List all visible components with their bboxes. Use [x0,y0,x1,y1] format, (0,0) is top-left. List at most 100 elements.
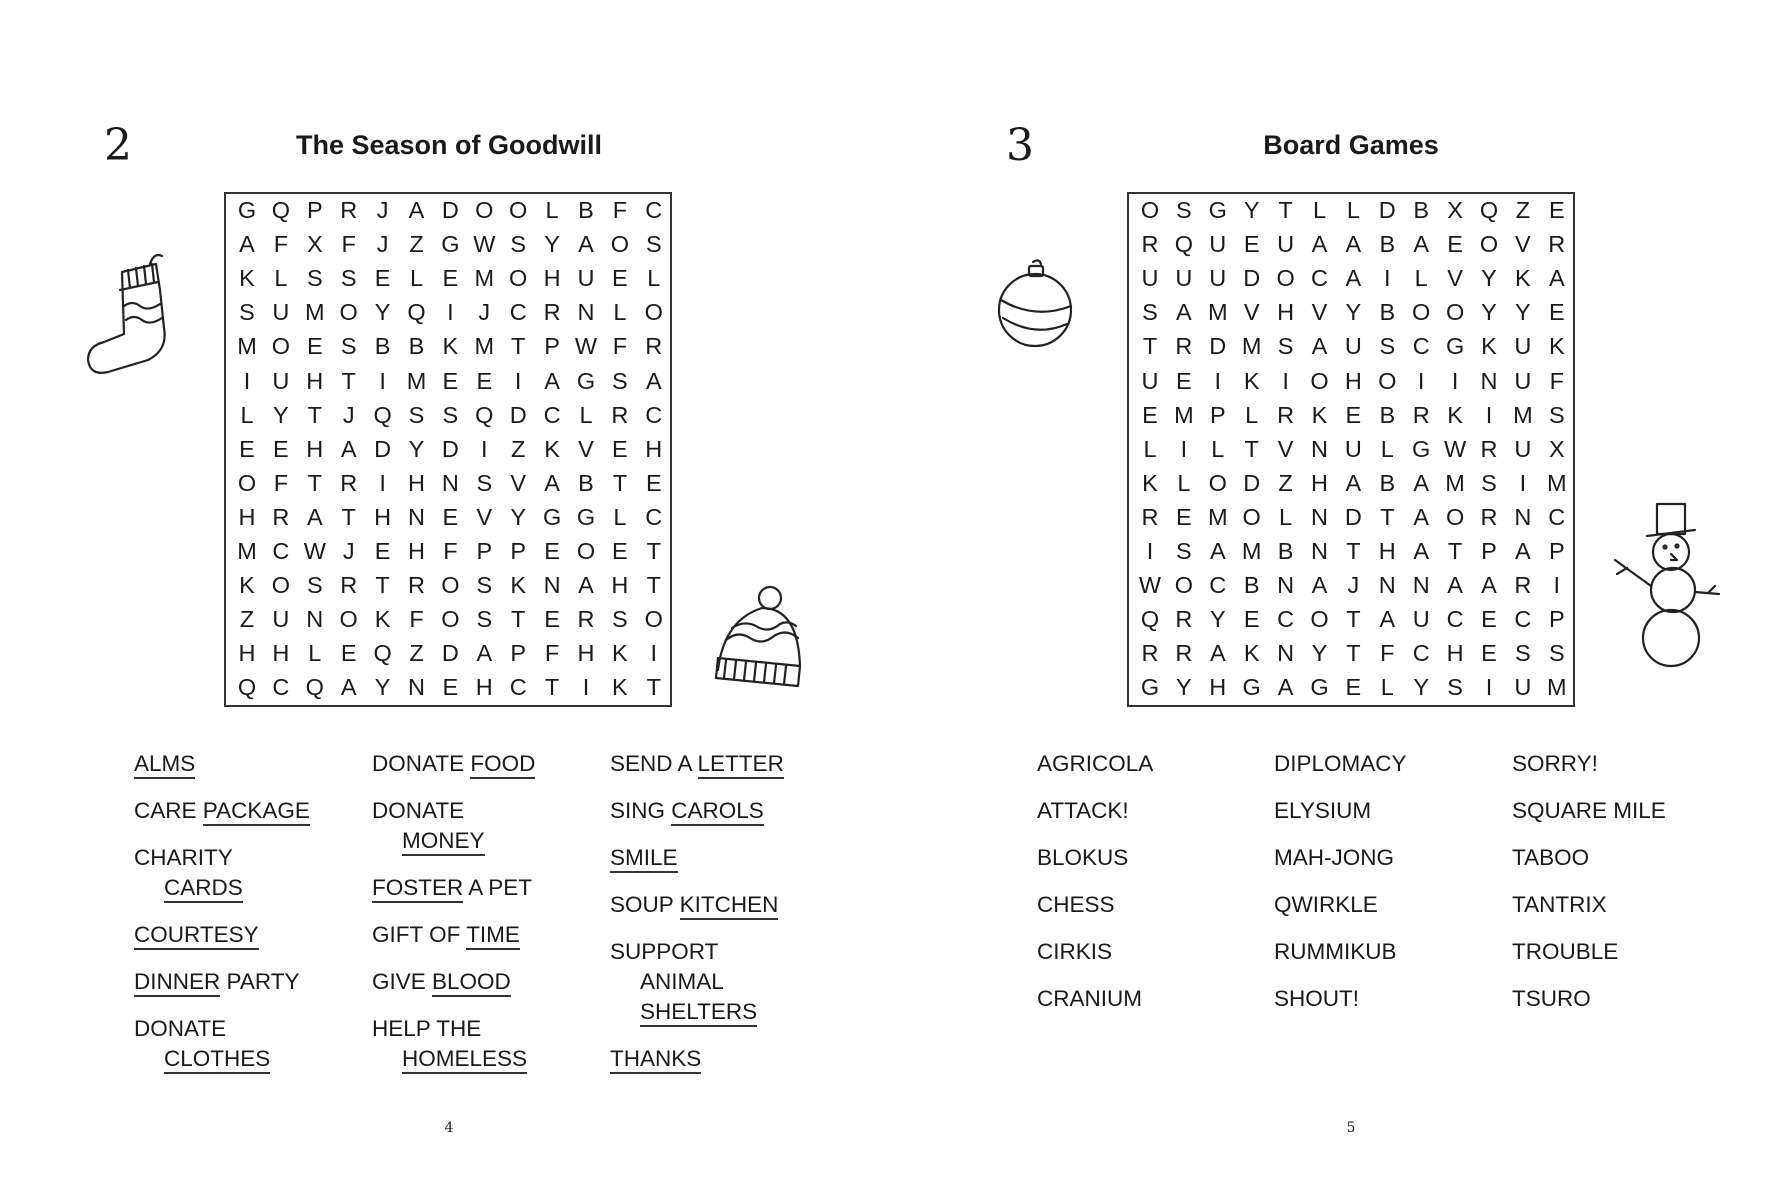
grid-letter: J [478,299,491,326]
grid-letter: Y [1515,299,1531,326]
word-list-item: CHESS [1037,890,1153,920]
grid-letter: A [340,674,357,701]
grid-letter: O [1412,299,1431,326]
word-list-column: SORRY! SQUARE MILE TABOO TANTRIX TROUBLE TSUR… [1512,749,1666,1031]
grid-letter: H [475,674,493,701]
grid-letter: H [1277,299,1295,326]
grid-letter: L [274,265,288,292]
grid-letter: H [611,572,629,599]
word-line: CHARITY [134,843,310,873]
grid-letter: Y [1209,606,1226,633]
grid-letter: S [1548,640,1565,667]
grid-letter: A [1548,265,1565,292]
grid-letter: E [1176,503,1192,530]
grid-letter: Y [1311,640,1328,667]
grid-letter: F [443,538,458,564]
grid-letter: C [645,197,663,223]
grid-letter: E [1548,299,1565,326]
grid-letter: T [1346,606,1361,633]
grid-letter: O [509,197,528,223]
grid-letter: M [474,333,495,360]
grid-letter: E [1142,401,1158,428]
word-line: CHESS [1037,890,1153,920]
grid-letter: R [408,572,425,599]
grid-letter: C [645,401,663,428]
grid-letter: B [1379,231,1396,258]
grid-letter: A [1209,640,1226,667]
word-text: SOUP [610,892,680,917]
grid-letter: A [578,572,594,599]
grid-letter: Y [273,401,289,428]
word-text: DONATE [372,751,471,776]
grid-letter: X [1447,197,1463,223]
grid-letter: O [339,606,358,633]
grid-letter: K [1548,333,1565,360]
grid-letter: H [374,503,392,530]
grid-letter: A [1413,231,1430,258]
grid-letter: K [239,572,255,599]
grid-letter: S [1481,469,1497,496]
grid-letter: K [1243,367,1260,394]
grid-letter: A [1413,469,1430,496]
grid-letter: D [1209,333,1227,360]
grid-letter: A [340,435,357,462]
grid-letter: G [1140,674,1160,701]
grid-letter: E [374,538,391,564]
grid-letter: N [408,674,425,701]
grid-letter: T [1447,538,1463,564]
puzzle-number: 2 [104,120,132,171]
grid-letter: A [544,367,560,394]
grid-letter: A [1515,538,1531,564]
word-line: SMILE [610,843,784,873]
grid-letter: C [1412,640,1430,667]
word-text: MAH-JONG [1274,845,1394,870]
grid-letter: T [307,401,322,428]
word-text: CRANIUM [1037,986,1142,1011]
word-line: ALMS [134,749,310,779]
grid-letter: M [1208,299,1228,326]
grid-letter: L [1312,197,1327,223]
grid-letter: Q [1174,231,1194,258]
word-list-item: SHOUT! [1274,984,1407,1014]
grid-letter: J [342,401,355,428]
grid-letter: S [1176,197,1192,223]
grid-letter: P [510,640,527,667]
word-line: DONATE [134,1014,310,1044]
word-text: ELYSIUM [1274,798,1372,823]
word-list-item: MAH-JONG [1274,843,1407,873]
grid-letter: G [1208,197,1227,223]
grid-letter: C [645,503,663,530]
grid-letter: F [1380,640,1395,667]
grid-letter: D [509,401,527,428]
grid-letter: A [476,640,493,667]
grid-letter: U [1277,231,1295,258]
grid-letter: C [1446,606,1464,633]
grid-letter: E [1345,674,1362,701]
grid-letter: J [376,231,389,258]
grid-letter: U [272,299,290,326]
grid-letter: R [611,401,629,428]
word-list-item: SORRY! [1512,749,1666,779]
grid-letter: E [442,503,459,530]
grid-letter: I [379,367,386,394]
grid-letter: H [306,367,324,394]
grid-letter: T [1380,503,1395,530]
grid-letter: C [1311,265,1328,292]
grid-letter: Y [1481,299,1497,326]
grid-letter: H [408,538,425,564]
word-list-item: DONATE FOOD [372,749,536,779]
grid-letter: G [542,503,562,530]
word-line: CARDS [134,873,310,903]
word-list-item: BLOKUS [1037,843,1153,873]
grid-letter: S [1447,674,1463,701]
grid-letter: F [612,333,628,360]
grid-letter: E [1548,197,1565,223]
word-line: FOSTER A PET [372,873,535,903]
grid-letter: D [1378,197,1396,223]
grid-letter: D [1344,503,1362,530]
grid-letter: S [1176,538,1192,564]
word-line: SQUARE MILE [1512,796,1666,826]
grid-letter: H [577,640,595,667]
grid-letter: Y [374,674,391,701]
grid-letter: O [1310,606,1329,633]
